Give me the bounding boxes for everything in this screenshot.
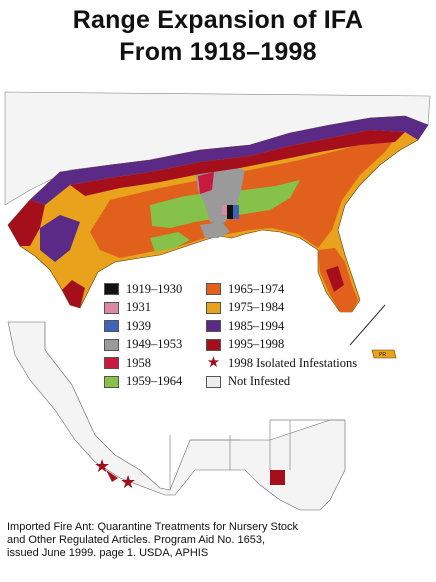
caption-line: issued June 1999. page 1. USDA, APHIS: [7, 547, 209, 559]
legend-item: 1939: [104, 317, 182, 336]
legend-item: 1975–1984: [206, 299, 357, 318]
map-title-line1: Range Expansion of IFA: [72, 6, 364, 34]
star-icon: ★: [94, 456, 110, 476]
legend-label: 1998 Isolated Infestations: [228, 355, 358, 370]
caption-line: Imported Fire Ant: Quarantine Treatments…: [7, 521, 299, 533]
legend-swatch: [104, 283, 119, 296]
legend-label: 1939: [126, 318, 151, 333]
ca-red-patch: [106, 470, 118, 482]
legend-item: 1958: [104, 354, 182, 373]
southeast-us-map: PR: [4, 91, 431, 359]
legend-label: 1995–1998: [228, 337, 285, 352]
legend-item: 1959–1964: [104, 373, 182, 392]
legend-item: ★ 1998 Isolated Infestations: [206, 354, 357, 373]
texas-south-tip: [62, 280, 85, 308]
legend-swatch: [104, 320, 119, 333]
map-title-line2: From 1918–1998: [119, 38, 317, 66]
legend-swatch: [206, 320, 221, 333]
zone-1958: [198, 172, 214, 194]
west-red-patch: [270, 470, 285, 485]
legend-item: 1931: [104, 299, 182, 318]
pr-label: PR: [379, 352, 386, 358]
legend-label: 1965–1974: [228, 281, 285, 296]
caption-line: and Other Regulated Articles. Program Ai…: [7, 534, 266, 546]
legend-swatch: [104, 301, 119, 314]
legend-label: 1959–1964: [126, 374, 183, 389]
legend-swatch: [104, 338, 119, 351]
legend-item: 1985–1994: [206, 317, 357, 336]
legend-label: 1931: [126, 300, 151, 315]
legend-item: Not Infested: [206, 373, 357, 392]
legend-swatch: [104, 357, 119, 370]
legend-swatch: [206, 283, 221, 296]
state-borders: [44, 322, 345, 490]
legend-right: 1965–1974 1975–1984 1985–1994 1995–1998 …: [206, 280, 357, 391]
texas-west-fringe: [8, 200, 45, 246]
legend-label: 1975–1984: [228, 300, 285, 315]
legend-label: 1919–1930: [126, 281, 183, 296]
legend-swatch: [206, 301, 221, 314]
zone-1995-1998: [70, 130, 405, 196]
legend-item: 1965–1974: [206, 280, 357, 299]
florida-keys-divider: [349, 304, 386, 346]
florida-red-patch: [326, 266, 344, 292]
zone-1939: [233, 205, 239, 219]
star-icon: ★: [120, 472, 136, 492]
puerto-rico: [371, 349, 397, 359]
origin-1919-1930: [227, 205, 233, 219]
mobile-grey: [200, 222, 230, 238]
legend-label: 1949–1953: [126, 337, 183, 352]
legend-label: Not Infested: [228, 374, 291, 389]
legend-item: 1995–1998: [206, 336, 357, 355]
zone-1931: [222, 205, 227, 215]
legend-label: 1958: [126, 355, 151, 370]
source-caption: Imported Fire Ant: Quarantine Treatments…: [7, 521, 307, 560]
legend-item: 1919–1930: [104, 280, 182, 299]
western-us-map: [7, 321, 346, 511]
legend-left: 1919–1930 1931 1939 1949–1953 1958 1959–…: [104, 280, 182, 391]
legend-item: 1949–1953: [104, 336, 182, 355]
zone-1985-1994: [30, 116, 428, 205]
gulf-green: [150, 232, 190, 252]
legend-swatch: [206, 375, 221, 388]
star-icon: ★: [206, 355, 221, 372]
legend-swatch: [104, 375, 119, 388]
legend-swatch: [206, 338, 221, 351]
texas-purple: [40, 215, 80, 262]
legend-label: 1985–1994: [228, 318, 285, 333]
